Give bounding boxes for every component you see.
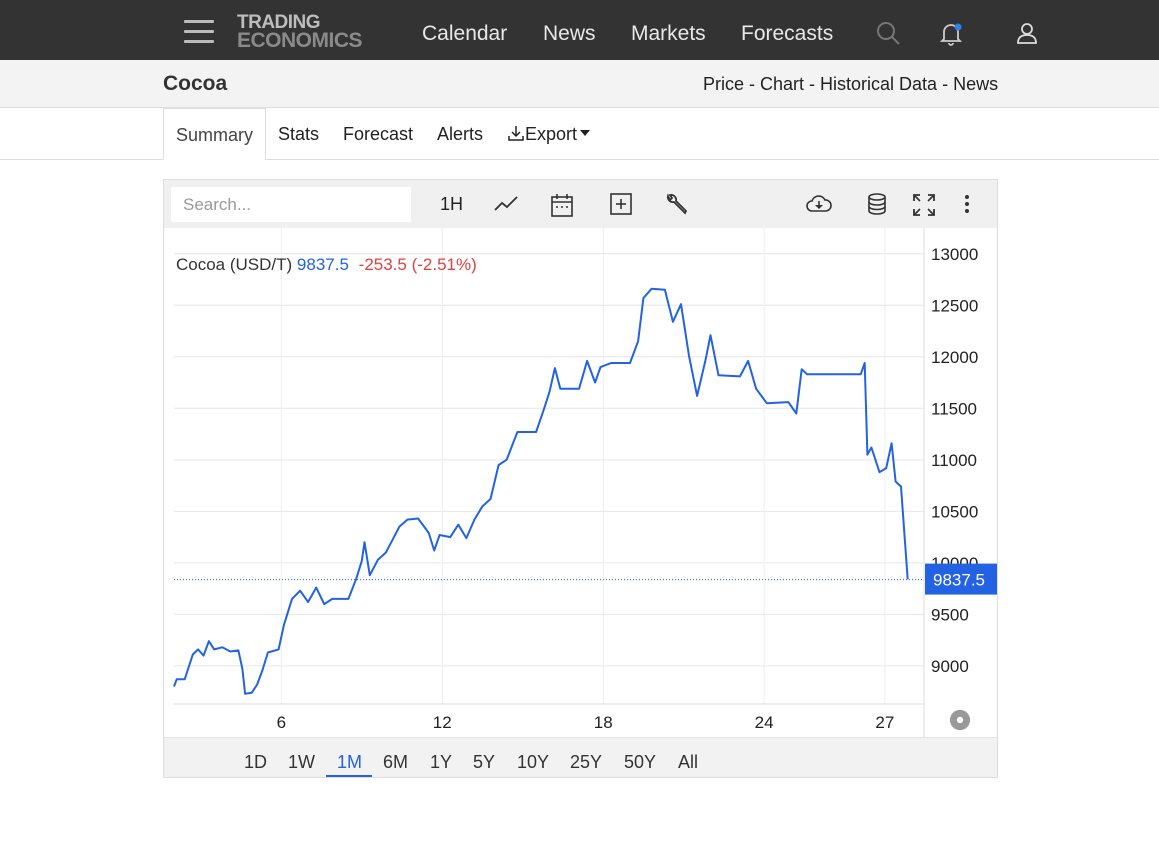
page-links: Price - Chart - Historical Data - News — [703, 74, 998, 95]
page-title: Cocoa — [163, 72, 228, 95]
x-tick-label: 24 — [755, 713, 774, 732]
download-icon — [508, 126, 524, 141]
line-chart-icon[interactable] — [493, 192, 519, 216]
link-separator: - — [744, 74, 761, 94]
range-1w[interactable]: 1W — [288, 752, 315, 772]
top-nav: TRADING ECONOMICS Calendar News Markets … — [0, 0, 1159, 60]
last-price-tag — [925, 563, 997, 595]
more-options-icon[interactable] — [961, 192, 973, 216]
tab-summary-label: Summary — [176, 125, 254, 145]
link-separator: - — [937, 74, 954, 94]
logo[interactable]: TRADING ECONOMICS — [237, 12, 363, 52]
nav-news[interactable]: News — [543, 22, 596, 45]
range-selector: 1D 1W 1M 6M 1Y 5Y 10Y 25Y 50Y All — [164, 737, 997, 777]
chart-card: 1H — [163, 179, 998, 778]
range-50y[interactable]: 50Y — [624, 752, 657, 772]
nav-markets[interactable]: Markets — [631, 22, 706, 45]
settings-gear-icon[interactable] — [949, 709, 971, 731]
x-tick-label: 12 — [433, 713, 452, 732]
range-all[interactable]: All — [678, 752, 699, 772]
tab-stats[interactable]: Stats — [278, 124, 320, 144]
active-range-indicator — [326, 775, 372, 777]
tab-alerts[interactable]: Alerts — [437, 124, 484, 144]
y-tick-label: 9500 — [931, 605, 969, 624]
y-tick-label: 9000 — [931, 657, 969, 676]
add-indicator-icon[interactable] — [609, 192, 633, 216]
nav-forecasts[interactable]: Forecasts — [741, 22, 834, 45]
export-label: Export — [525, 124, 578, 144]
x-tick-label: 6 — [277, 713, 286, 732]
price-chart[interactable]: 9000950010000105001100011500120001250013… — [164, 228, 997, 737]
tab-forecast[interactable]: Forecast — [343, 124, 414, 144]
chart-legend: Cocoa (USD/T) 9837.5 -253.5 (-2.51%) — [176, 255, 477, 275]
price-series-line — [173, 287, 909, 695]
link-price[interactable]: Price — [703, 74, 745, 94]
tab-summary[interactable]: Summary — [163, 108, 266, 160]
logo-line1: TRADING — [237, 12, 321, 33]
x-tick-label: 18 — [594, 713, 613, 732]
search-icon[interactable] — [875, 20, 901, 46]
chart-toolbar: 1H — [164, 180, 997, 228]
caret-down-icon — [580, 130, 591, 136]
legend-name: Cocoa (USD/T) — [176, 255, 293, 274]
range-1d[interactable]: 1D — [244, 752, 268, 772]
legend-price: 9837.5 — [296, 255, 349, 274]
database-icon[interactable] — [866, 192, 888, 216]
range-5y[interactable]: 5Y — [473, 752, 496, 772]
export-button[interactable]: Export — [507, 124, 591, 145]
wrench-icon[interactable] — [664, 192, 688, 216]
link-chart[interactable]: Chart — [760, 74, 805, 94]
cloud-download-icon[interactable] — [805, 192, 833, 216]
nav-calendar[interactable]: Calendar — [422, 22, 508, 45]
range-6m[interactable]: 6M — [383, 752, 409, 772]
calendar-icon[interactable] — [550, 192, 574, 218]
range-1m[interactable]: 1M — [337, 752, 363, 772]
sub-header: Cocoa Price - Chart - Historical Data - … — [0, 60, 1159, 108]
y-tick-label: 11500 — [931, 399, 977, 418]
interval-button[interactable]: 1H — [440, 194, 464, 214]
search-input[interactable] — [171, 187, 411, 222]
link-news[interactable]: News — [953, 74, 999, 94]
link-historical-data[interactable]: Historical Data — [820, 74, 938, 94]
range-1y[interactable]: 1Y — [430, 752, 453, 772]
x-tick-label: 27 — [875, 713, 894, 732]
y-tick-label: 12500 — [931, 296, 978, 315]
user-icon[interactable] — [1014, 20, 1040, 46]
range-25y[interactable]: 25Y — [570, 752, 603, 772]
bell-icon[interactable] — [938, 20, 964, 46]
y-tick-label: 11000 — [931, 451, 977, 470]
legend-change: -253.5 (-2.51%) — [358, 255, 477, 274]
fullscreen-icon[interactable] — [911, 192, 937, 218]
menu-icon[interactable] — [184, 20, 214, 44]
last-price-label: 9837.5 — [933, 571, 985, 590]
tabs-bar: Summary Stats Forecast Alerts Export — [0, 108, 1159, 160]
range-10y[interactable]: 10Y — [517, 752, 550, 772]
y-tick-label: 12000 — [931, 348, 978, 367]
logo-line2: ECONOMICS — [237, 29, 363, 52]
y-tick-label: 10500 — [931, 502, 978, 521]
y-tick-label: 13000 — [931, 245, 978, 264]
link-separator: - — [804, 74, 821, 94]
